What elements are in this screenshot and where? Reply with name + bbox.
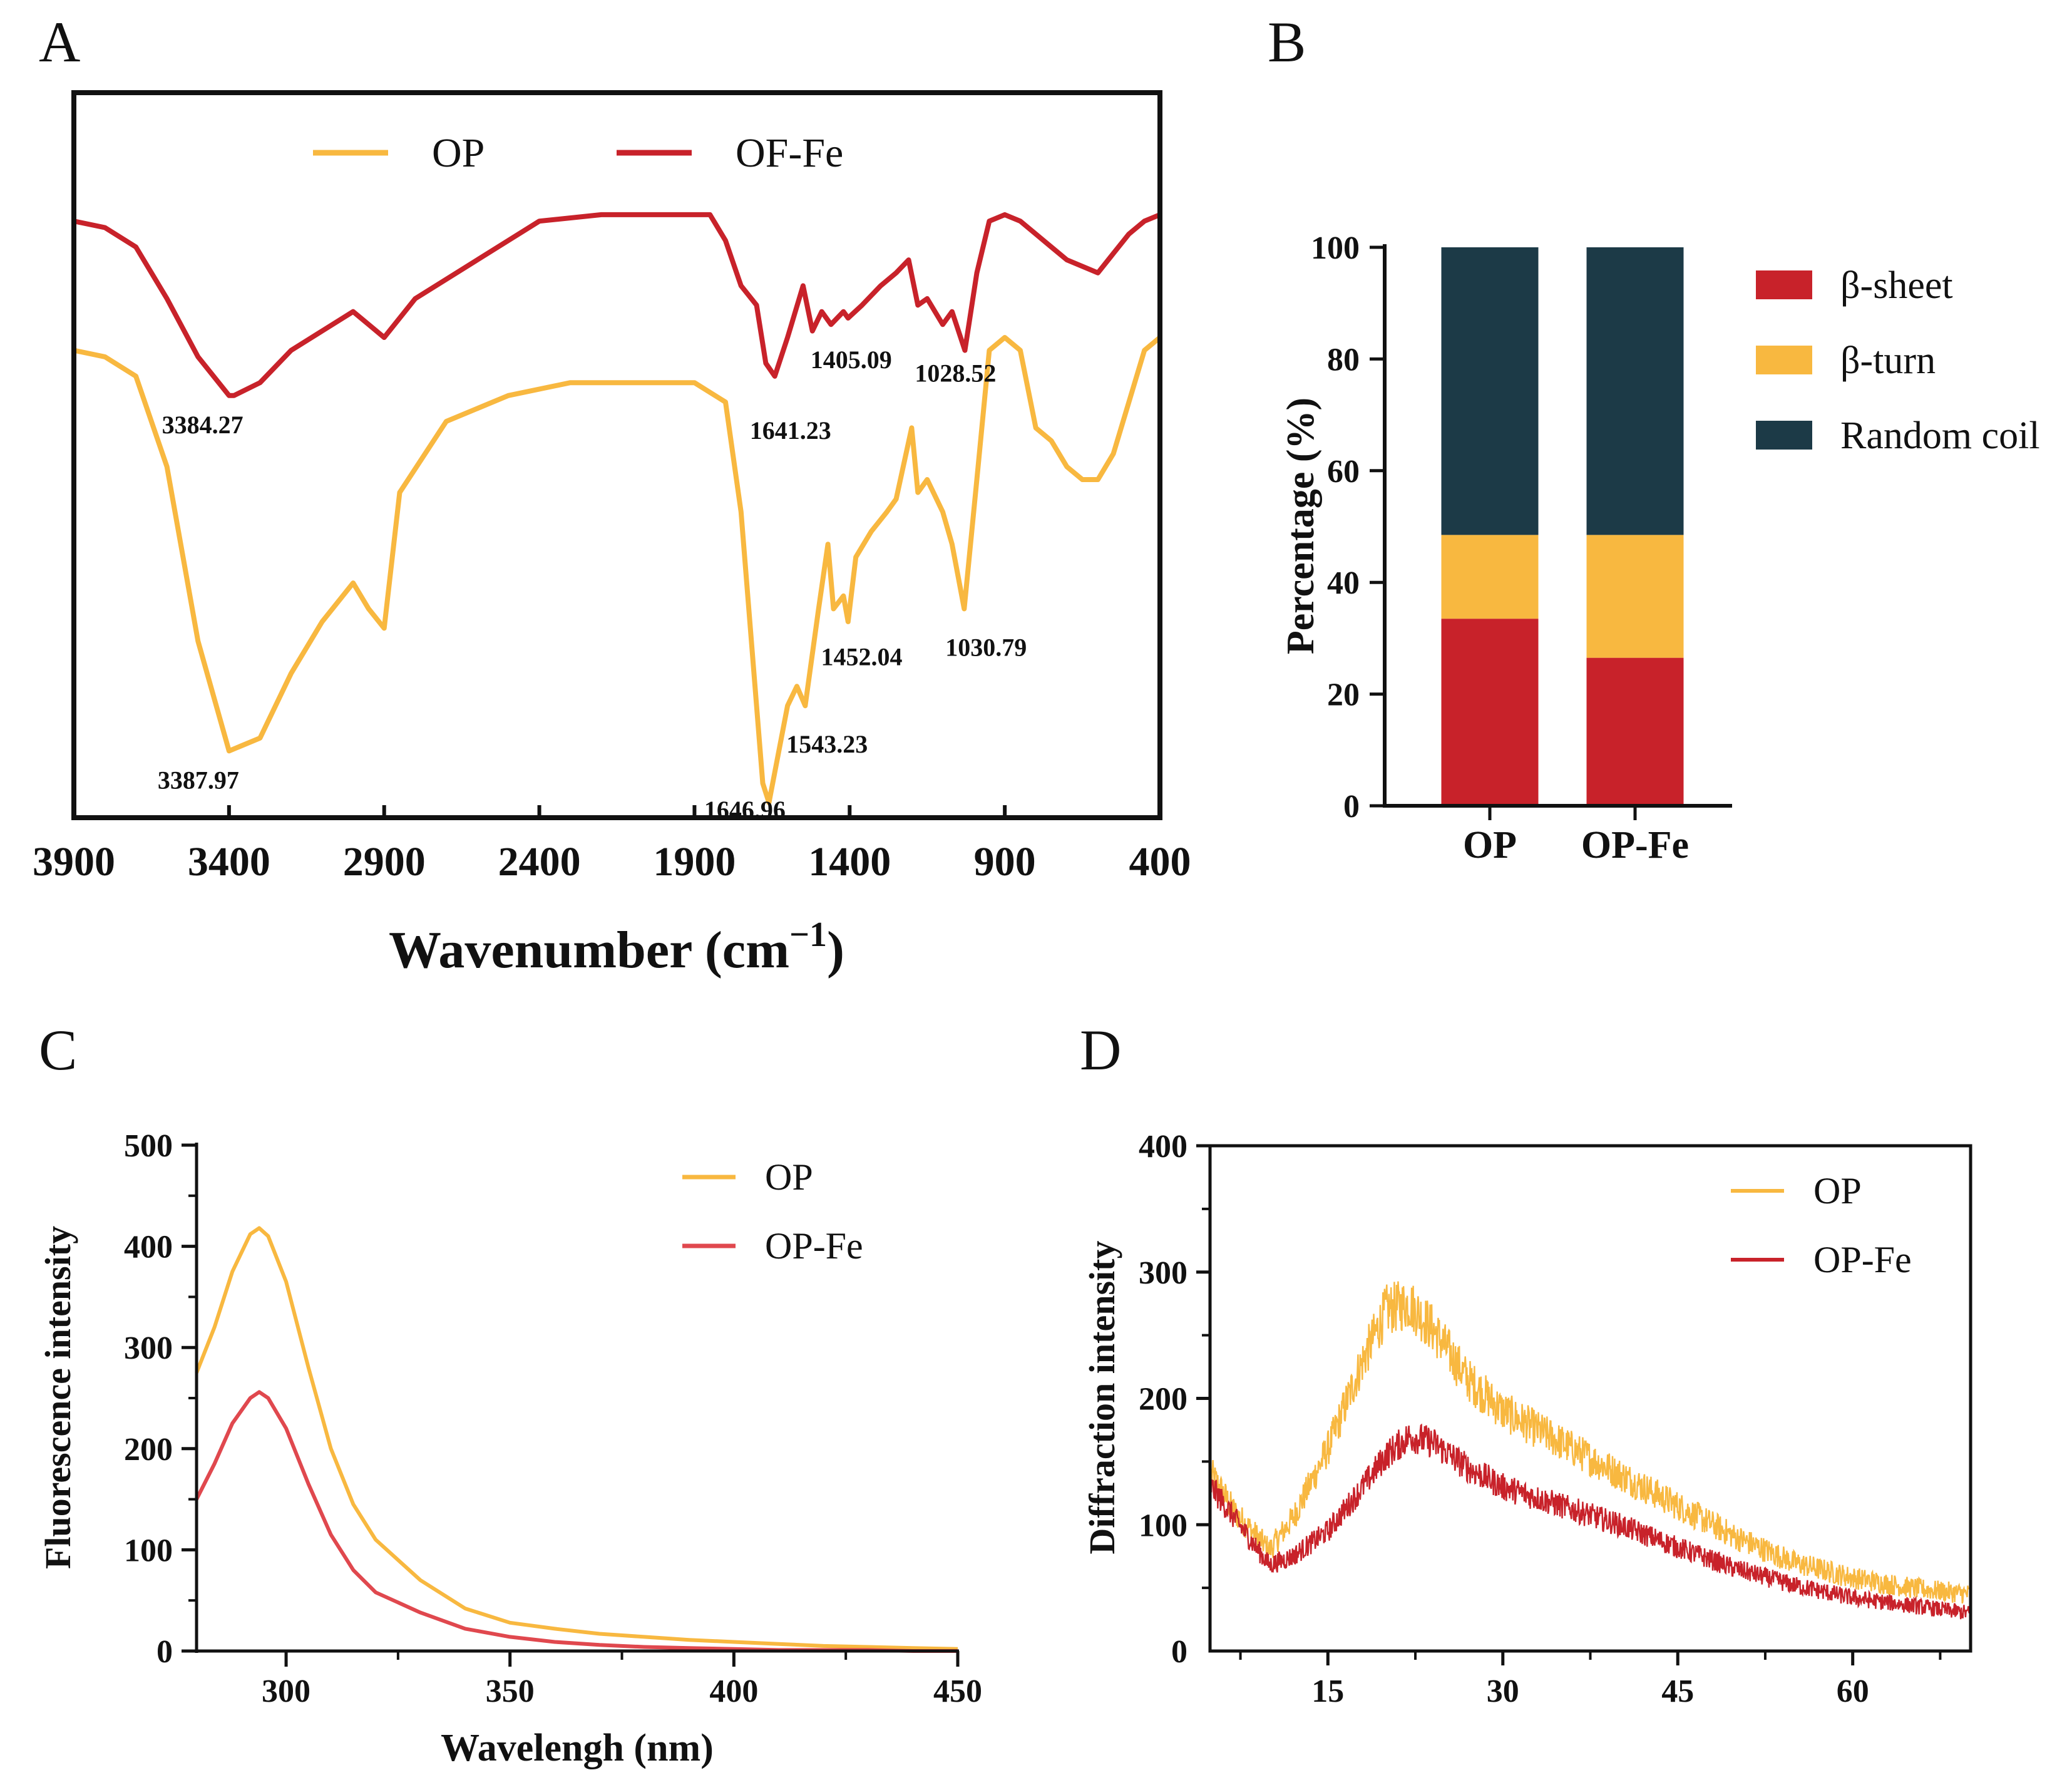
- panel-b-ytick-label-0: 0: [1343, 789, 1360, 825]
- panel-c-legend-op-label: OP: [765, 1156, 813, 1198]
- panel-b-ticks: 0 20 40 60 80 100 OP OP-Fe: [1311, 230, 1689, 867]
- panel-a-annotation-3384-27: 3384.27: [162, 411, 244, 439]
- panel-b-legend-coil-label: Random coil: [1840, 414, 2040, 457]
- panel-b-bar-op-turn: [1441, 535, 1539, 619]
- panel-a-xtick-label-400: 400: [1129, 839, 1191, 885]
- panel-a-xtick-label-1400: 1400: [808, 839, 891, 885]
- panel-b-legend-sheet-swatch: [1756, 270, 1812, 299]
- panel-d-ytick-label-400: 400: [1139, 1129, 1187, 1165]
- panel-b-ytick-label-100: 100: [1311, 230, 1360, 266]
- panel-a-annotation-1452-04: 1452.04: [821, 642, 902, 671]
- panel-d-ytick-label-300: 300: [1139, 1255, 1187, 1291]
- panel-c-series-op: [195, 1226, 958, 1651]
- panel-letter-c: C: [39, 1018, 77, 1082]
- panel-d-legend-op-label: OP: [1813, 1170, 1862, 1211]
- panel-b-xtick-label-op-fe: OP-Fe: [1581, 824, 1689, 867]
- panel-b-legend-coil-swatch: [1756, 421, 1812, 450]
- panel-c-xtick-label-400: 400: [709, 1674, 758, 1709]
- panel-b-bars: [1441, 247, 1684, 806]
- panel-a-ticks: 3900 3400 2900 2400 1900 1400 900 400: [33, 805, 1191, 885]
- panel-b-legend-turn-swatch: [1756, 346, 1812, 374]
- panel-d-xtick-label-45: 45: [1661, 1674, 1694, 1709]
- panel-a-xtick-label-3900: 3900: [33, 839, 115, 885]
- panel-a-annotation-1028-52: 1028.52: [915, 359, 996, 388]
- panel-b-bar-op-random-coil: [1441, 247, 1539, 535]
- panel-d-ytick-label-100: 100: [1139, 1508, 1187, 1543]
- panel-b-bar-op-fe-sheet: [1586, 657, 1684, 806]
- panel-c-ytick-label-300: 300: [124, 1330, 173, 1366]
- panel-letter-d: D: [1080, 1018, 1121, 1082]
- panel-d-ticks: 100 200 300 400 0 15 30 45 60: [1139, 1129, 1942, 1709]
- panel-b-bar-op-fe-turn: [1586, 535, 1684, 658]
- panel-d-series-op: [1210, 1281, 1970, 1604]
- panel-a-legend-op-label: OP: [432, 130, 485, 176]
- panel-c-ytick-label-100: 100: [124, 1533, 173, 1568]
- panel-a-xlabel: Wavenumber (cm−1): [389, 915, 844, 979]
- panel-c-xtick-label-300: 300: [262, 1674, 310, 1709]
- panel-c-ylabel: Fluorescence intensity: [38, 1226, 78, 1569]
- panel-d-xtick-label-60: 60: [1837, 1674, 1869, 1709]
- panel-a-xtick-label-2400: 2400: [498, 839, 581, 885]
- panel-a: 3900 3400 2900 2400 1900 1400 900 400 3384.2733…: [33, 90, 1191, 979]
- panel-b-ytick-label-20: 20: [1327, 677, 1360, 713]
- panel-b-legend-turn-label: β-turn: [1840, 339, 1936, 382]
- panel-b-ylabel: Percentage (%): [1280, 398, 1322, 654]
- panel-d-xtick-label-15: 15: [1311, 1674, 1344, 1709]
- panel-a-annotation-3387-97: 3387.97: [158, 766, 239, 794]
- panel-c-legend-opfe-label: OP-Fe: [765, 1225, 863, 1267]
- panel-c-xlabel: Wavelengh (nm): [441, 1727, 714, 1769]
- panel-a-annotation-1030-79: 1030.79: [945, 633, 1027, 661]
- panel-a-xtick-label-1900: 1900: [653, 839, 736, 885]
- panel-b-legend-sheet-label: β-sheet: [1840, 264, 1953, 307]
- panel-a-series-op: [73, 335, 1162, 805]
- panel-b-bar-op-fe-random-coil: [1586, 247, 1684, 535]
- panel-letter-a: A: [39, 10, 80, 74]
- panel-a-annotation-1641-23: 1641.23: [750, 416, 831, 445]
- panel-a-xtick-label-3400: 3400: [188, 839, 270, 885]
- panel-b: 0 20 40 60 80 100 OP OP-Fe Percentage (%) β-she…: [1280, 230, 2040, 867]
- panel-d-legend-opfe-label: OP-Fe: [1813, 1239, 1912, 1280]
- panel-a-annotation-1405-09: 1405.09: [811, 346, 892, 374]
- panel-d-xtick-label-30: 30: [1487, 1674, 1519, 1709]
- panel-b-ytick-label-80: 80: [1327, 342, 1360, 378]
- panel-d-ytick-label-0: 0: [1171, 1634, 1187, 1670]
- panel-a-annotations: 3384.27 3387.97 1641.23 1405.09 1028.52 1030.…: [158, 346, 1027, 824]
- panel-letter-b: B: [1268, 10, 1306, 74]
- panel-c-ytick-label-0: 0: [156, 1634, 173, 1670]
- panel-d: 100 200 300 400 0 15 30 45 60 Diffraction intens…: [1082, 1129, 1972, 1709]
- panel-c-ytick-label-500: 500: [124, 1128, 173, 1164]
- panel-a-series-of-fe: [73, 212, 1161, 398]
- panel-a-annotation-1543-23: 1543.23: [786, 730, 868, 758]
- panel-a-legend-opfe-label: OF-Fe: [736, 130, 843, 176]
- panel-a-xtick-label-2900: 2900: [343, 839, 426, 885]
- panel-c-ytick-label-400: 400: [124, 1230, 173, 1265]
- panel-c-ytick-label-200: 200: [124, 1432, 173, 1468]
- panel-b-ytick-label-60: 60: [1327, 454, 1360, 490]
- panel-c-xtick-label-350: 350: [486, 1674, 535, 1709]
- panel-a-annotation-1646-96: 1646.96: [704, 796, 786, 824]
- panel-b-bar-op-sheet: [1441, 619, 1539, 806]
- panel-d-ylabel: Diffraction intensity: [1082, 1241, 1122, 1555]
- panel-a-frame: [71, 90, 1162, 820]
- panel-c: 0 100 200 300 400 500 300 350 400 450 Fluorescenc…: [38, 1128, 982, 1769]
- panel-a-lines: [73, 212, 1162, 805]
- panel-a-xtick-label-900: 900: [974, 839, 1036, 885]
- panel-d-series-op-fe: [1210, 1423, 1971, 1620]
- panel-b-ytick-label-40: 40: [1327, 565, 1360, 601]
- panel-d-ytick-label-200: 200: [1139, 1382, 1187, 1417]
- panel-b-xtick-label-op: OP: [1463, 824, 1517, 867]
- panel-c-xtick-label-450: 450: [933, 1674, 982, 1709]
- panel-c-ticks: 0 100 200 300 400 500 300 350 400 450: [124, 1128, 982, 1709]
- panel-d-lines: [1210, 1281, 1971, 1620]
